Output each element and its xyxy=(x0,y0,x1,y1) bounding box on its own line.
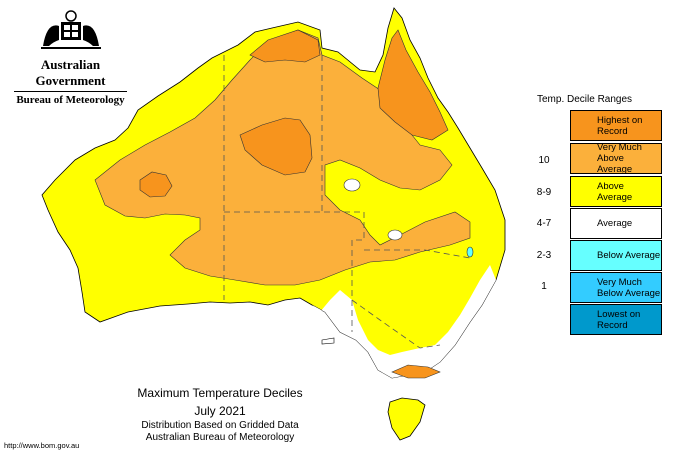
legend-label-very-much-above: Very Much Above Average xyxy=(597,142,642,175)
legend-key-1: 1 xyxy=(541,281,547,292)
legend-title: Temp. Decile Ranges xyxy=(537,94,633,105)
map-title: Maximum Temperature Deciles xyxy=(137,386,303,400)
coat-of-arms-icon xyxy=(40,10,101,49)
kangaroo-island xyxy=(321,337,335,345)
legend-key-4-7: 4-7 xyxy=(536,218,552,229)
tasmania xyxy=(387,397,426,441)
legend-key-8-9: 8-9 xyxy=(536,187,552,198)
legend-label-average: Average xyxy=(597,218,633,229)
legend-label-highest: Highest on Record xyxy=(597,114,643,137)
legend-item-below: Below Average xyxy=(570,240,662,271)
highest-record-nt xyxy=(239,117,313,176)
legend-label-very-much-below: Very Much Below Average xyxy=(597,276,661,299)
highest-record-top-end xyxy=(249,29,321,63)
average-patch-qld xyxy=(343,178,361,192)
logo-divider xyxy=(14,91,127,92)
average-patch-nsw xyxy=(387,229,403,241)
map-subtitle-distribution: Distribution Based on Gridded Data xyxy=(141,420,299,431)
legend-label-lowest: Lowest on Record xyxy=(597,308,641,331)
legend-item-above: Above Average xyxy=(570,176,662,207)
highest-record-qld xyxy=(377,29,449,141)
legend-item-highest: Highest on Record xyxy=(570,110,662,141)
map-subtitle-bureau: Australian Bureau of Meteorology xyxy=(145,432,295,443)
legend-label-below: Below Average xyxy=(597,250,661,261)
legend-item-lowest: Lowest on Record xyxy=(570,304,662,335)
legend-label-above: Above Average xyxy=(597,180,633,203)
legend-item-average: Average xyxy=(570,208,662,239)
state-borders xyxy=(223,55,471,349)
government-logo: Australian Government Bureau of Meteorol… xyxy=(8,8,133,106)
bureau-title: Bureau of Meteorology xyxy=(16,94,125,106)
below-average-patch xyxy=(466,246,474,258)
legend-key-2-3: 2-3 xyxy=(536,250,552,261)
highest-record-wa xyxy=(139,171,173,198)
bom-website-link[interactable]: http://www.bom.gov.au xyxy=(4,441,80,450)
highest-record-vic xyxy=(391,364,441,379)
legend-item-very-much-below: Very Much Below Average xyxy=(570,272,662,303)
map-date: July 2021 xyxy=(194,404,246,418)
legend-key-10: 10 xyxy=(538,155,550,166)
legend-item-very-much-above: Very Much Above Average xyxy=(570,142,662,175)
government-title: Australian Government xyxy=(35,57,106,88)
